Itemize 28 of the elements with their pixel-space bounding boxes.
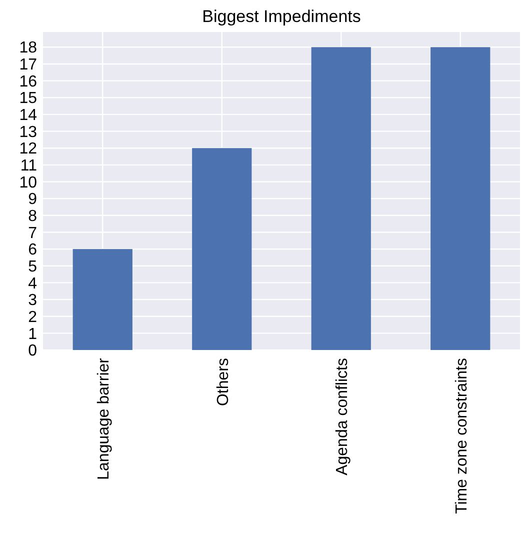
x-tick-label: Language barrier xyxy=(96,357,113,480)
bar xyxy=(192,148,252,350)
y-tick-label: 10 xyxy=(19,174,38,192)
y-tick-label: 2 xyxy=(28,308,38,326)
bar xyxy=(311,47,371,350)
y-tick-label: 14 xyxy=(19,107,38,124)
y-tick-label: 11 xyxy=(20,158,38,175)
y-tick-label: 18 xyxy=(19,40,38,57)
y-tick-label: 13 xyxy=(19,124,38,141)
y-tick-label: 9 xyxy=(28,191,38,208)
y-tick-label: 17 xyxy=(19,56,38,74)
x-tick-label: Others xyxy=(214,358,232,406)
y-tick-label: 16 xyxy=(19,73,38,90)
y-tick-label: 5 xyxy=(28,258,38,276)
y-tick-label: 1 xyxy=(28,326,38,343)
bar xyxy=(72,249,132,350)
x-tick-label: Time zone constraints xyxy=(453,358,470,514)
y-tick-label: 15 xyxy=(19,90,38,108)
y-tick-label: 4 xyxy=(28,275,38,292)
y-tick-label: 8 xyxy=(28,208,38,225)
bar xyxy=(430,47,490,350)
x-tick-label: Agenda conflicts xyxy=(334,358,352,476)
y-tick-label: 3 xyxy=(28,292,38,310)
y-tick-label: 7 xyxy=(28,224,38,242)
chart-title: Biggest Impediments xyxy=(202,7,361,26)
y-tick-label: 6 xyxy=(28,242,38,259)
y-tick-label: 0 xyxy=(28,342,38,360)
y-tick-label: 12 xyxy=(19,140,38,158)
